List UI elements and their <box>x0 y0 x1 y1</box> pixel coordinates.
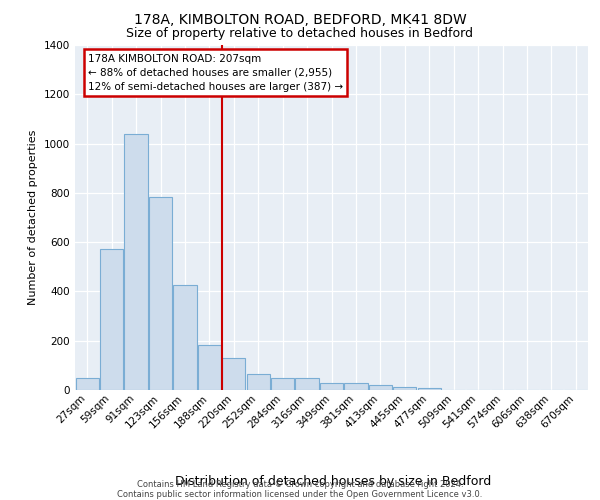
Bar <box>124 134 148 390</box>
Bar <box>100 249 123 390</box>
Text: Size of property relative to detached houses in Bedford: Size of property relative to detached ho… <box>127 28 473 40</box>
Text: 178A, KIMBOLTON ROAD, BEDFORD, MK41 8DW: 178A, KIMBOLTON ROAD, BEDFORD, MK41 8DW <box>134 12 466 26</box>
Text: Contains HM Land Registry data © Crown copyright and database right 2024.
Contai: Contains HM Land Registry data © Crown c… <box>118 480 482 499</box>
Bar <box>198 345 221 390</box>
Bar <box>418 388 441 390</box>
Bar <box>393 387 416 390</box>
Bar <box>295 378 319 390</box>
Bar <box>344 383 368 390</box>
Bar <box>173 286 197 390</box>
Text: Distribution of detached houses by size in Bedford: Distribution of detached houses by size … <box>175 474 491 488</box>
Bar <box>222 358 245 390</box>
Text: 178A KIMBOLTON ROAD: 207sqm
← 88% of detached houses are smaller (2,955)
12% of : 178A KIMBOLTON ROAD: 207sqm ← 88% of det… <box>88 54 343 92</box>
Bar <box>369 385 392 390</box>
Bar <box>247 374 270 390</box>
Bar <box>271 378 294 390</box>
Bar <box>320 383 343 390</box>
Y-axis label: Number of detached properties: Number of detached properties <box>28 130 38 305</box>
Bar <box>149 196 172 390</box>
Bar <box>76 378 99 390</box>
